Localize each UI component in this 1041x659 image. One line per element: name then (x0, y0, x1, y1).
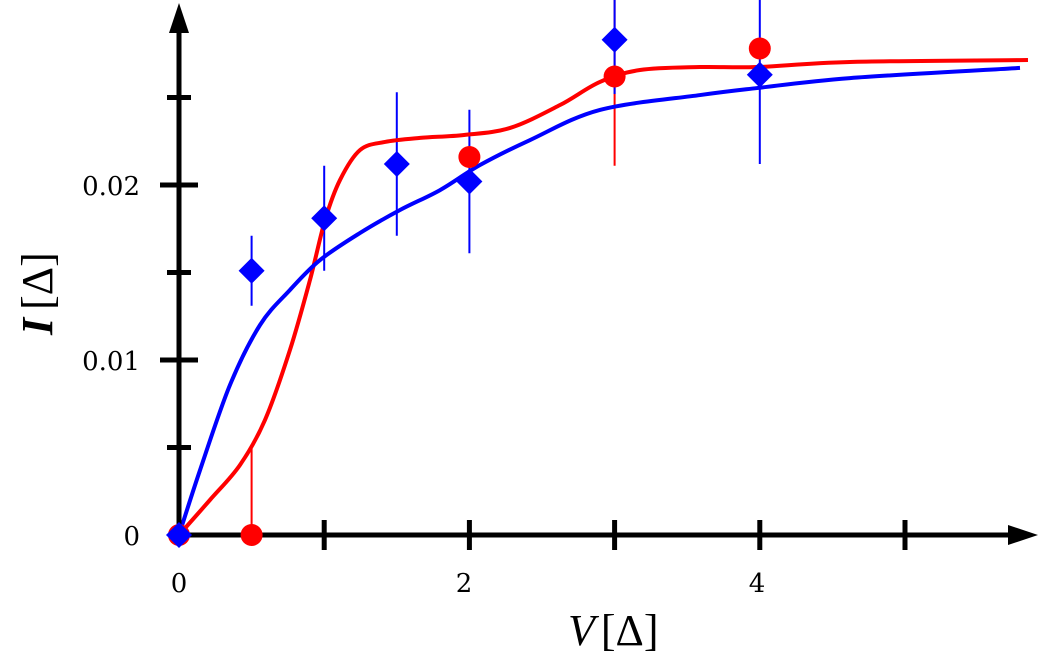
fit-curve-circle (177, 58, 1029, 537)
data-point-circle (458, 146, 481, 168)
data-point-circle (748, 37, 771, 60)
y-axis-unit: [Δ] (13, 252, 62, 310)
axes (169, 3, 1038, 545)
data-point-circle (240, 524, 263, 546)
x-tick-label-0: 0 (171, 569, 188, 599)
y-axis-var: I (13, 316, 62, 336)
fit-curve-diamond (177, 65, 1021, 536)
data-point-diamond (746, 61, 773, 88)
x-tick-label-4: 4 (749, 569, 766, 599)
data-point-circle (603, 65, 626, 88)
y-axis-label: I [Δ] (13, 252, 62, 336)
x-axis-unit: [Δ] (601, 606, 659, 655)
data-point-diamond (601, 26, 628, 53)
data-points (166, 26, 773, 548)
x-tick-label-2: 2 (456, 569, 473, 599)
y-tick-label-1: 0.01 (82, 347, 140, 377)
error-bars (250, 0, 761, 535)
data-point-diamond (238, 257, 265, 284)
x-axis-arrow (1008, 525, 1038, 545)
x-axis-label: V [Δ] (568, 606, 659, 655)
data-point-diamond (456, 168, 483, 195)
x-axis-var: V (568, 606, 600, 655)
y-tick-label-2: 0.02 (82, 172, 140, 202)
data-point-diamond (166, 522, 192, 548)
tick-labels: 0 0.01 0.02 0 2 4 (82, 172, 765, 599)
ticks (160, 95, 908, 550)
fit-curves (177, 58, 1029, 537)
y-tick-label-0: 0 (123, 522, 140, 552)
y-axis-arrow (169, 3, 189, 33)
data-point-diamond (383, 151, 410, 177)
data-point-diamond (311, 205, 338, 232)
